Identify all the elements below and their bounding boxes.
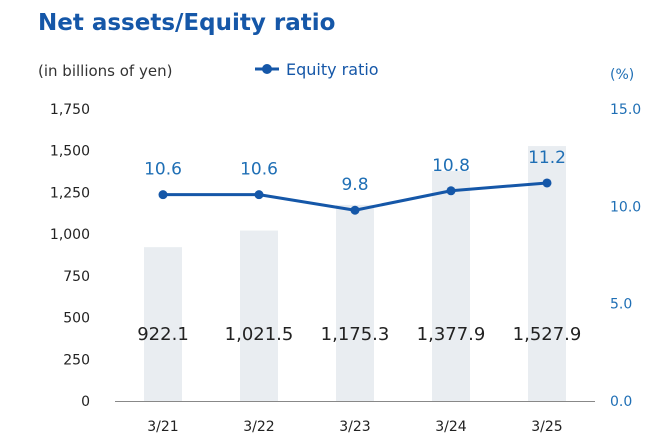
y-tick-right: 5.0 [610,297,632,313]
y-tick-right: 0.0 [610,394,632,410]
line-point [254,190,264,200]
y-tick-left: 500 [63,311,90,327]
line-value-label: 10.6 [144,160,182,180]
bar [528,146,566,401]
y-tick-left: 1,750 [50,102,90,118]
line-value-label: 10.6 [240,160,278,180]
bar [240,230,278,401]
bar-labels: 922.1 1,021.5 1,175.3 1,377.9 1,527.9 [137,324,581,345]
x-tick: 3/24 [435,419,467,435]
y-tick-left: 1,250 [50,185,90,201]
y-tick-left: 250 [63,352,90,368]
unit-note: (in billions of yen) [38,62,172,80]
bar-value-label: 922.1 [137,324,189,345]
line-point [542,178,552,188]
bar-value-label: 1,527.9 [513,324,582,345]
y-tick-left: 750 [63,269,90,285]
y-tick-left: 1,500 [50,144,90,160]
right-axis: 0.0 5.0 10.0 15.0 [610,102,641,410]
y-tick-left: 0 [81,394,90,410]
x-tick: 3/23 [339,419,370,435]
bar-series [144,146,566,401]
line-point [350,205,360,215]
chart-title: Net assets/Equity ratio [38,10,335,36]
bar-value-label: 1,175.3 [321,324,390,345]
line-value-label: 11.2 [528,148,566,168]
line-point [158,190,168,200]
y-tick-right: 10.0 [610,199,641,215]
bar [336,204,374,401]
line-point [446,186,456,196]
legend-label: Equity ratio [286,60,379,79]
bar-value-label: 1,021.5 [225,324,294,345]
legend: Equity ratio [255,60,379,79]
line-value-label: 9.8 [341,175,368,195]
left-axis: 0 250 500 750 1,000 1,250 1,500 1,750 [50,102,90,410]
bar [432,171,470,401]
bar [144,247,182,401]
y-tick-left: 1,000 [50,227,90,243]
line-series [158,178,552,215]
right-axis-unit: (%) [610,67,634,83]
line-labels: 10.6 10.6 9.8 10.8 11.2 [144,148,566,195]
x-axis: 3/21 3/22 3/23 3/24 3/25 [147,419,562,435]
bar-value-label: 1,377.9 [417,324,486,345]
x-tick: 3/21 [147,419,178,435]
legend-marker-icon [262,64,272,74]
line-value-label: 10.8 [432,156,470,176]
x-tick: 3/22 [243,419,274,435]
y-tick-right: 15.0 [610,102,641,118]
x-tick: 3/25 [531,419,562,435]
